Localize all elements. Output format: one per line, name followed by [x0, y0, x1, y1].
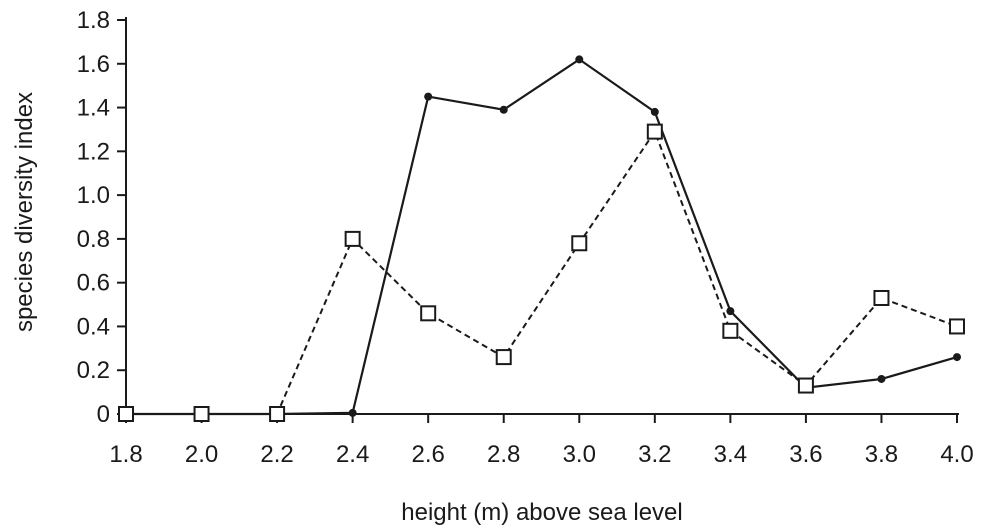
x-tick-label: 2.2 [260, 441, 293, 468]
series-1-point [424, 92, 433, 101]
y-tick-label: 1.2 [77, 138, 110, 165]
series-2-point [269, 406, 286, 422]
series-1-point [877, 374, 886, 383]
series-line-1 [126, 58, 958, 416]
series-2-point [420, 305, 437, 322]
y-axis-title: species diversity index [11, 92, 38, 332]
series-2-point [797, 377, 814, 394]
series-1-point [348, 408, 357, 417]
series-2-point [949, 318, 965, 335]
y-tick-label: 0.8 [77, 226, 110, 253]
x-tick-label: 3.4 [714, 441, 747, 468]
series-2-point [193, 406, 210, 422]
series-2-point [722, 322, 739, 339]
series-layer [118, 55, 965, 422]
x-tick-label: 3.0 [563, 441, 596, 468]
series-2-point [646, 123, 663, 140]
series-1-point [650, 107, 659, 116]
x-tick-label: 2.4 [336, 441, 369, 468]
series-1-point [575, 55, 584, 64]
x-tick-label: 4.0 [940, 441, 973, 468]
x-axis-title: height (m) above sea level [401, 499, 682, 526]
y-tick-label: 0 [97, 401, 110, 428]
y-tick-label: 1.6 [77, 51, 110, 78]
x-tick-label: 2.8 [487, 441, 520, 468]
x-tick-label: 1.8 [109, 441, 142, 468]
x-ticks: 1.8 2.0 2.2 2.4 2.6 2.8 3.0 3.2 3.4 3.6 3.8 4.0 [109, 414, 974, 468]
series-2-point [873, 289, 890, 306]
x-tick-label: 3.8 [865, 441, 898, 468]
x-tick-label: 2.0 [185, 441, 218, 468]
x-tick-label: 3.6 [789, 441, 822, 468]
y-tick-label: 1.0 [77, 182, 110, 209]
y-tick-label: 0.6 [77, 270, 110, 297]
series-1-point [953, 353, 961, 362]
y-tick-label: 0.2 [77, 357, 110, 384]
series-2-point [495, 349, 512, 366]
x-tick-label: 2.6 [411, 441, 444, 468]
y-tick-label: 0.4 [77, 313, 110, 340]
series-2-point [118, 406, 134, 422]
series-line-2 [126, 129, 958, 415]
series-1-point [726, 307, 735, 316]
y-ticks: 0 0.2 0.4 0.6 0.8 1.0 1.2 1.4 1.6 1.8 [77, 7, 126, 428]
series-2-point [571, 235, 588, 252]
series-2-point [344, 230, 361, 247]
y-tick-label: 1.8 [77, 7, 110, 34]
y-tick-label: 1.4 [77, 95, 110, 122]
series-1-point [499, 105, 508, 114]
x-tick-label: 3.2 [638, 441, 671, 468]
